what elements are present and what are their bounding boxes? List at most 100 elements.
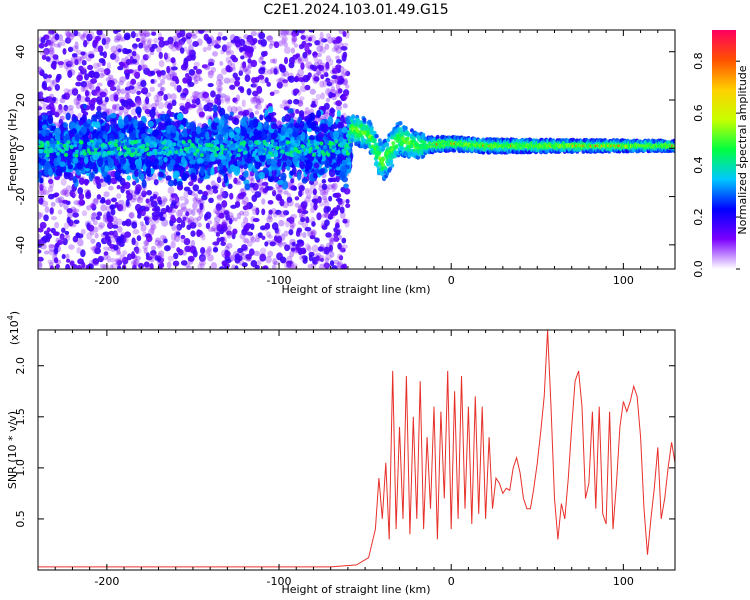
heatmap-cell — [167, 255, 175, 262]
heatmap-cell — [310, 34, 316, 43]
heatmap-cell — [173, 84, 181, 91]
heatmap-cell — [255, 103, 262, 111]
heatmap-cell — [202, 91, 210, 99]
heatmap-cell — [63, 58, 71, 65]
heatmap-cell — [158, 122, 166, 131]
heatmap-cell — [307, 263, 314, 269]
heatmap-cell — [92, 219, 98, 226]
heatmap-cell — [321, 191, 328, 197]
heatmap-cell — [235, 94, 241, 102]
heatmap-cell — [289, 250, 295, 258]
heatmap-cell — [185, 73, 190, 78]
heatmap-cell — [224, 113, 230, 120]
heatmap-cell — [192, 249, 198, 258]
heatmap-cell — [220, 241, 226, 247]
heatmap-cell — [43, 47, 50, 55]
heatmap-cell — [200, 166, 205, 177]
heatmap-cell — [191, 90, 199, 99]
heatmap-cell — [343, 187, 351, 195]
heatmap-cell — [329, 260, 335, 267]
heatmap-cell — [143, 240, 149, 246]
heatmap-cell — [135, 106, 142, 115]
heatmap-cell — [141, 103, 147, 111]
heatmap-cell — [258, 171, 265, 180]
heatmap-cell — [299, 30, 305, 34]
heatmap-cell — [193, 65, 198, 71]
heatmap-cell — [41, 129, 47, 137]
heatmap-cell — [49, 207, 54, 215]
heatmap-cell — [91, 203, 97, 211]
heatmap-cell — [150, 225, 155, 234]
heatmap-cell — [150, 245, 157, 251]
heatmap-cell — [216, 73, 224, 82]
heatmap-cell — [211, 225, 217, 232]
heatmap-cell — [229, 254, 235, 261]
heatmap-cell — [52, 54, 58, 60]
heatmap-cell — [55, 168, 63, 177]
heatmap-cell — [332, 162, 338, 169]
heatmap-cell — [325, 253, 332, 261]
heatmap-cell — [332, 39, 339, 45]
heatmap-cell — [145, 176, 151, 182]
heatmap-cell — [201, 90, 207, 96]
heatmap-cell — [113, 38, 120, 43]
heatmap-cell — [77, 58, 82, 65]
heatmap-cell — [322, 212, 328, 217]
heatmap-cell — [335, 55, 340, 60]
heatmap-cell — [252, 208, 258, 216]
heatmap-cell — [322, 145, 327, 150]
heatmap-cell — [41, 54, 47, 60]
heatmap-cell — [269, 91, 275, 96]
heatmap-cell — [305, 219, 311, 224]
heatmap-cell — [186, 208, 193, 216]
heatmap-cell — [38, 227, 44, 233]
heatmap-cell — [148, 256, 155, 263]
heatmap-cell — [93, 226, 99, 233]
heatmap-cell — [261, 181, 269, 186]
heatmap-cell — [86, 118, 92, 125]
heatmap-cell — [149, 252, 157, 258]
heatmap-cell — [197, 189, 203, 195]
heatmap-cell — [164, 113, 171, 122]
heatmap-cell — [298, 43, 304, 50]
heatmap-cell — [95, 86, 101, 92]
heatmap-cell — [283, 190, 289, 195]
heatmap-cell — [128, 212, 134, 219]
heatmap-cell — [319, 189, 326, 196]
heatmap-cell — [311, 244, 319, 253]
heatmap-cell — [187, 189, 193, 196]
heatmap-cell — [65, 112, 71, 121]
heatmap-cell — [268, 234, 273, 239]
heatmap-cell — [62, 237, 68, 246]
heatmap-cell — [41, 124, 48, 130]
heatmap-cell — [272, 257, 277, 266]
heatmap-cell — [73, 219, 80, 225]
heatmap-cell — [39, 177, 44, 184]
heatmap-cell — [122, 47, 128, 54]
heatmap-cell — [196, 107, 204, 116]
heatmap-cell — [104, 165, 109, 172]
heatmap-cell — [271, 189, 277, 197]
heatmap-cell — [55, 75, 61, 83]
heatmap-cell — [123, 32, 131, 40]
heatmap-cell — [120, 88, 126, 95]
heatmap-cell — [330, 234, 338, 242]
heatmap-cell — [96, 30, 103, 36]
heatmap-cell — [329, 58, 334, 66]
heatmap-cell — [330, 183, 336, 188]
heatmap-cell — [301, 177, 308, 184]
heatmap-cell — [176, 247, 181, 253]
heatmap-cell — [119, 132, 125, 140]
heatmap-cell — [323, 262, 330, 269]
heatmap-cell — [304, 43, 310, 51]
heatmap-cell — [96, 82, 103, 87]
heatmap-cell — [150, 200, 158, 208]
heatmap-cell — [102, 134, 108, 140]
heatmap-cell — [129, 211, 135, 219]
heatmap-cell — [330, 92, 336, 98]
heatmap-cell — [110, 45, 118, 54]
heatmap-cell — [313, 76, 320, 82]
heatmap-cell — [290, 47, 296, 54]
heatmap-cell — [216, 212, 224, 218]
heatmap-cell — [327, 177, 334, 183]
